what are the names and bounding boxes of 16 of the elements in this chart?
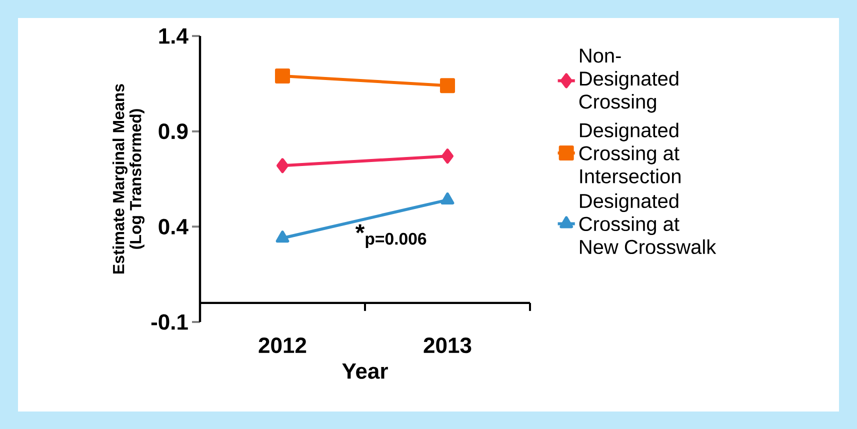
- point: [440, 78, 455, 94]
- y-tick-label: -0.1: [151, 314, 188, 330]
- y-tick-label: 0.4: [158, 218, 188, 234]
- x-axis-title: Year: [342, 364, 388, 379]
- legend-label: Designated Crossing at New Crosswalk: [579, 193, 716, 254]
- point: [442, 148, 454, 164]
- legend-label: Non-Designated Crossing: [579, 48, 678, 113]
- y-axis-title: Estimate Marginal Means (Log Transformed): [112, 84, 144, 274]
- point: [276, 158, 288, 174]
- legend-label: Designated Crossing at Intersection: [579, 122, 680, 184]
- annotation: *$_{p=0.006}$: [355, 224, 426, 248]
- y-tick-label: 0.9: [158, 124, 188, 140]
- point: [275, 68, 290, 84]
- x-tick-label: 2012: [258, 338, 306, 354]
- y-tick-label: 1.4: [159, 28, 188, 44]
- x-tick-label: 2013: [424, 338, 472, 354]
